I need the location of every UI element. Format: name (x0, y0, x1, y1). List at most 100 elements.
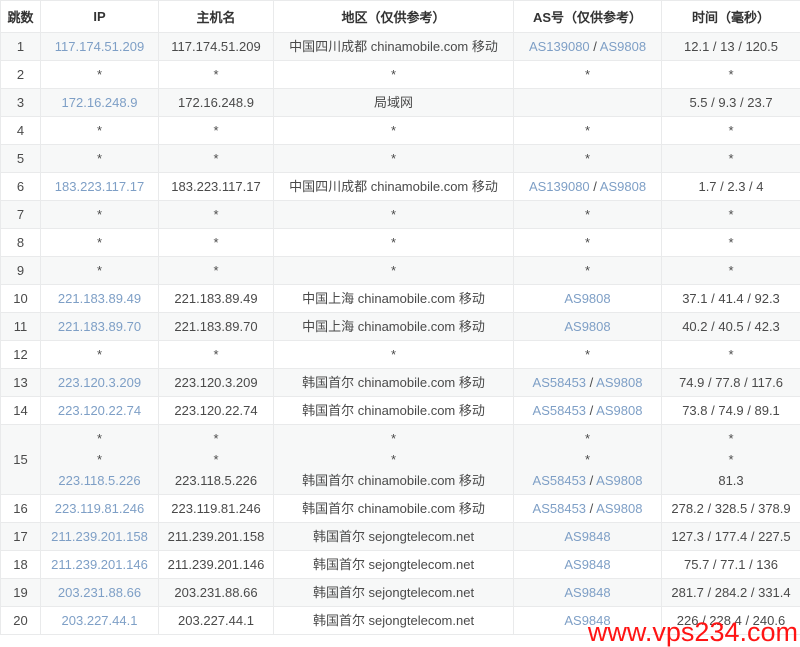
as-cell: * (513, 228, 662, 257)
hostname-cell: * * 223.118.5.226 (158, 424, 274, 495)
as-link[interactable]: AS139080 (528, 39, 590, 54)
as-cell: AS139080 / AS9808 (513, 172, 662, 201)
as-link[interactable]: AS9848 (564, 613, 611, 628)
ip-link[interactable]: 221.183.89.49 (57, 291, 142, 306)
as-cell: * * AS58453 / AS9808 (513, 424, 662, 495)
ip-cell: 223.119.81.246 (40, 494, 159, 523)
time-cell: 226 / 228.4 / 240.6 (661, 606, 800, 635)
hostname-cell: 203.227.44.1 (158, 606, 274, 635)
hop-cell: 13 (0, 368, 41, 397)
region-cell: 韩国首尔 sejongtelecom.net (273, 606, 514, 635)
table-row: 12 * * * * * (0, 340, 800, 369)
as-link[interactable]: AS9848 (564, 529, 611, 544)
hop-cell: 6 (0, 172, 41, 201)
hop-cell: 8 (0, 228, 41, 257)
hostname-cell: 221.183.89.70 (158, 312, 274, 341)
hop-cell: 14 (0, 396, 41, 425)
hostname-cell: 221.183.89.49 (158, 284, 274, 313)
region-cell: * (273, 144, 514, 173)
ip-cell: * * 223.118.5.226 (40, 424, 159, 495)
as-link[interactable]: AS58453 (532, 473, 587, 488)
hostname-cell: 223.120.3.209 (158, 368, 274, 397)
as-link[interactable]: AS9808 (564, 319, 611, 334)
ip-link[interactable]: 117.174.51.209 (54, 39, 145, 54)
hop-cell: 5 (0, 144, 41, 173)
as-separator: / (589, 179, 600, 194)
ip-link[interactable]: 223.118.5.226 (58, 473, 141, 488)
region-cell: * (273, 228, 514, 257)
as-link[interactable]: AS9808 (599, 179, 647, 194)
time-cell: 1.7 / 2.3 / 4 (661, 172, 800, 201)
as-link[interactable]: AS9808 (596, 473, 643, 488)
as-link[interactable]: AS58453 (532, 501, 587, 516)
ip-link[interactable]: 183.223.117.17 (54, 179, 145, 194)
time-cell: * (661, 116, 800, 145)
ip-cell: 221.183.89.49 (40, 284, 159, 313)
as-cell: AS58453 / AS9808 (513, 396, 662, 425)
ip-link[interactable]: 223.119.81.246 (54, 501, 145, 516)
region-cell: 中国四川成都 chinamobile.com 移动 (273, 32, 514, 61)
time-cell: 281.7 / 284.2 / 331.4 (661, 578, 800, 607)
as-link[interactable]: AS9848 (564, 585, 611, 600)
as-separator: / (586, 473, 597, 488)
ip-link[interactable]: 172.16.248.9 (61, 95, 138, 110)
ip-cell: 203.231.88.66 (40, 578, 159, 607)
ip-cell: 183.223.117.17 (40, 172, 159, 201)
hostname-cell: 203.231.88.66 (158, 578, 274, 607)
ip-link[interactable]: 223.120.3.209 (57, 375, 142, 390)
region-cell: 韩国首尔 chinamobile.com 移动 (273, 494, 514, 523)
time-cell: * (661, 200, 800, 229)
as-cell: AS9848 (513, 578, 662, 607)
table-row: 11 221.183.89.70 221.183.89.70 中国上海 chinamo… (0, 312, 800, 341)
table-row: 3 172.16.248.9 172.16.248.9 局域网 5.5 / 9.3 /… (0, 88, 800, 117)
as-link[interactable]: AS9808 (596, 501, 643, 516)
ip-cell: 211.239.201.146 (40, 550, 159, 579)
hop-cell: 15 (0, 424, 41, 495)
hostname-cell: 172.16.248.9 (158, 88, 274, 117)
ip-link[interactable]: 223.120.22.74 (57, 403, 142, 418)
as-link[interactable]: AS139080 (528, 179, 590, 194)
table-row: 18 211.239.201.146 211.239.201.146 韩国首尔 sej… (0, 550, 800, 579)
as-cell: AS9848 (513, 606, 662, 635)
region-cell: 韩国首尔 sejongtelecom.net (273, 522, 514, 551)
as-link[interactable]: AS58453 (532, 403, 587, 418)
time-cell: * (661, 340, 800, 369)
column-header: 主机名 (158, 0, 274, 33)
table-row: 8 * * * * * (0, 228, 800, 257)
hostname-cell: * (158, 340, 274, 369)
ip-link[interactable]: 203.231.88.66 (57, 585, 142, 600)
ip-cell: * (40, 60, 159, 89)
ip-link[interactable]: 211.239.201.158 (51, 529, 148, 544)
region-cell: * (273, 60, 514, 89)
time-cell: 73.8 / 74.9 / 89.1 (661, 396, 800, 425)
time-cell: * (661, 256, 800, 285)
hostname-cell: 183.223.117.17 (158, 172, 274, 201)
ip-cell: 211.239.201.158 (40, 522, 159, 551)
as-link[interactable]: AS9808 (596, 403, 643, 418)
time-cell: * (661, 144, 800, 173)
table-row: 13 223.120.3.209 223.120.3.209 韩国首尔 chinamo… (0, 368, 800, 397)
as-link[interactable]: AS58453 (532, 375, 587, 390)
region-cell: 中国上海 chinamobile.com 移动 (273, 312, 514, 341)
as-separator: / (586, 403, 597, 418)
as-link[interactable]: AS9808 (596, 375, 643, 390)
hop-cell: 20 (0, 606, 41, 635)
as-link[interactable]: AS9848 (564, 557, 611, 572)
time-cell: 12.1 / 13 / 120.5 (661, 32, 800, 61)
ip-cell: 172.16.248.9 (40, 88, 159, 117)
ip-link[interactable]: 211.239.201.146 (51, 557, 148, 572)
table-row: 6 183.223.117.17 183.223.117.17 中国四川成都 chin… (0, 172, 800, 201)
table-row: 1 117.174.51.209 117.174.51.209 中国四川成都 chin… (0, 32, 800, 61)
hostname-cell: 223.119.81.246 (158, 494, 274, 523)
as-cell: AS58453 / AS9808 (513, 368, 662, 397)
hostname-cell: 211.239.201.158 (158, 522, 274, 551)
as-cell: AS139080 / AS9808 (513, 32, 662, 61)
hostname-cell: * (158, 116, 274, 145)
as-cell: * (513, 60, 662, 89)
ip-link[interactable]: 203.227.44.1 (61, 613, 138, 628)
as-link[interactable]: AS9808 (599, 39, 647, 54)
ip-link[interactable]: 221.183.89.70 (57, 319, 142, 334)
as-link[interactable]: AS9808 (564, 291, 611, 306)
region-cell: * (273, 256, 514, 285)
